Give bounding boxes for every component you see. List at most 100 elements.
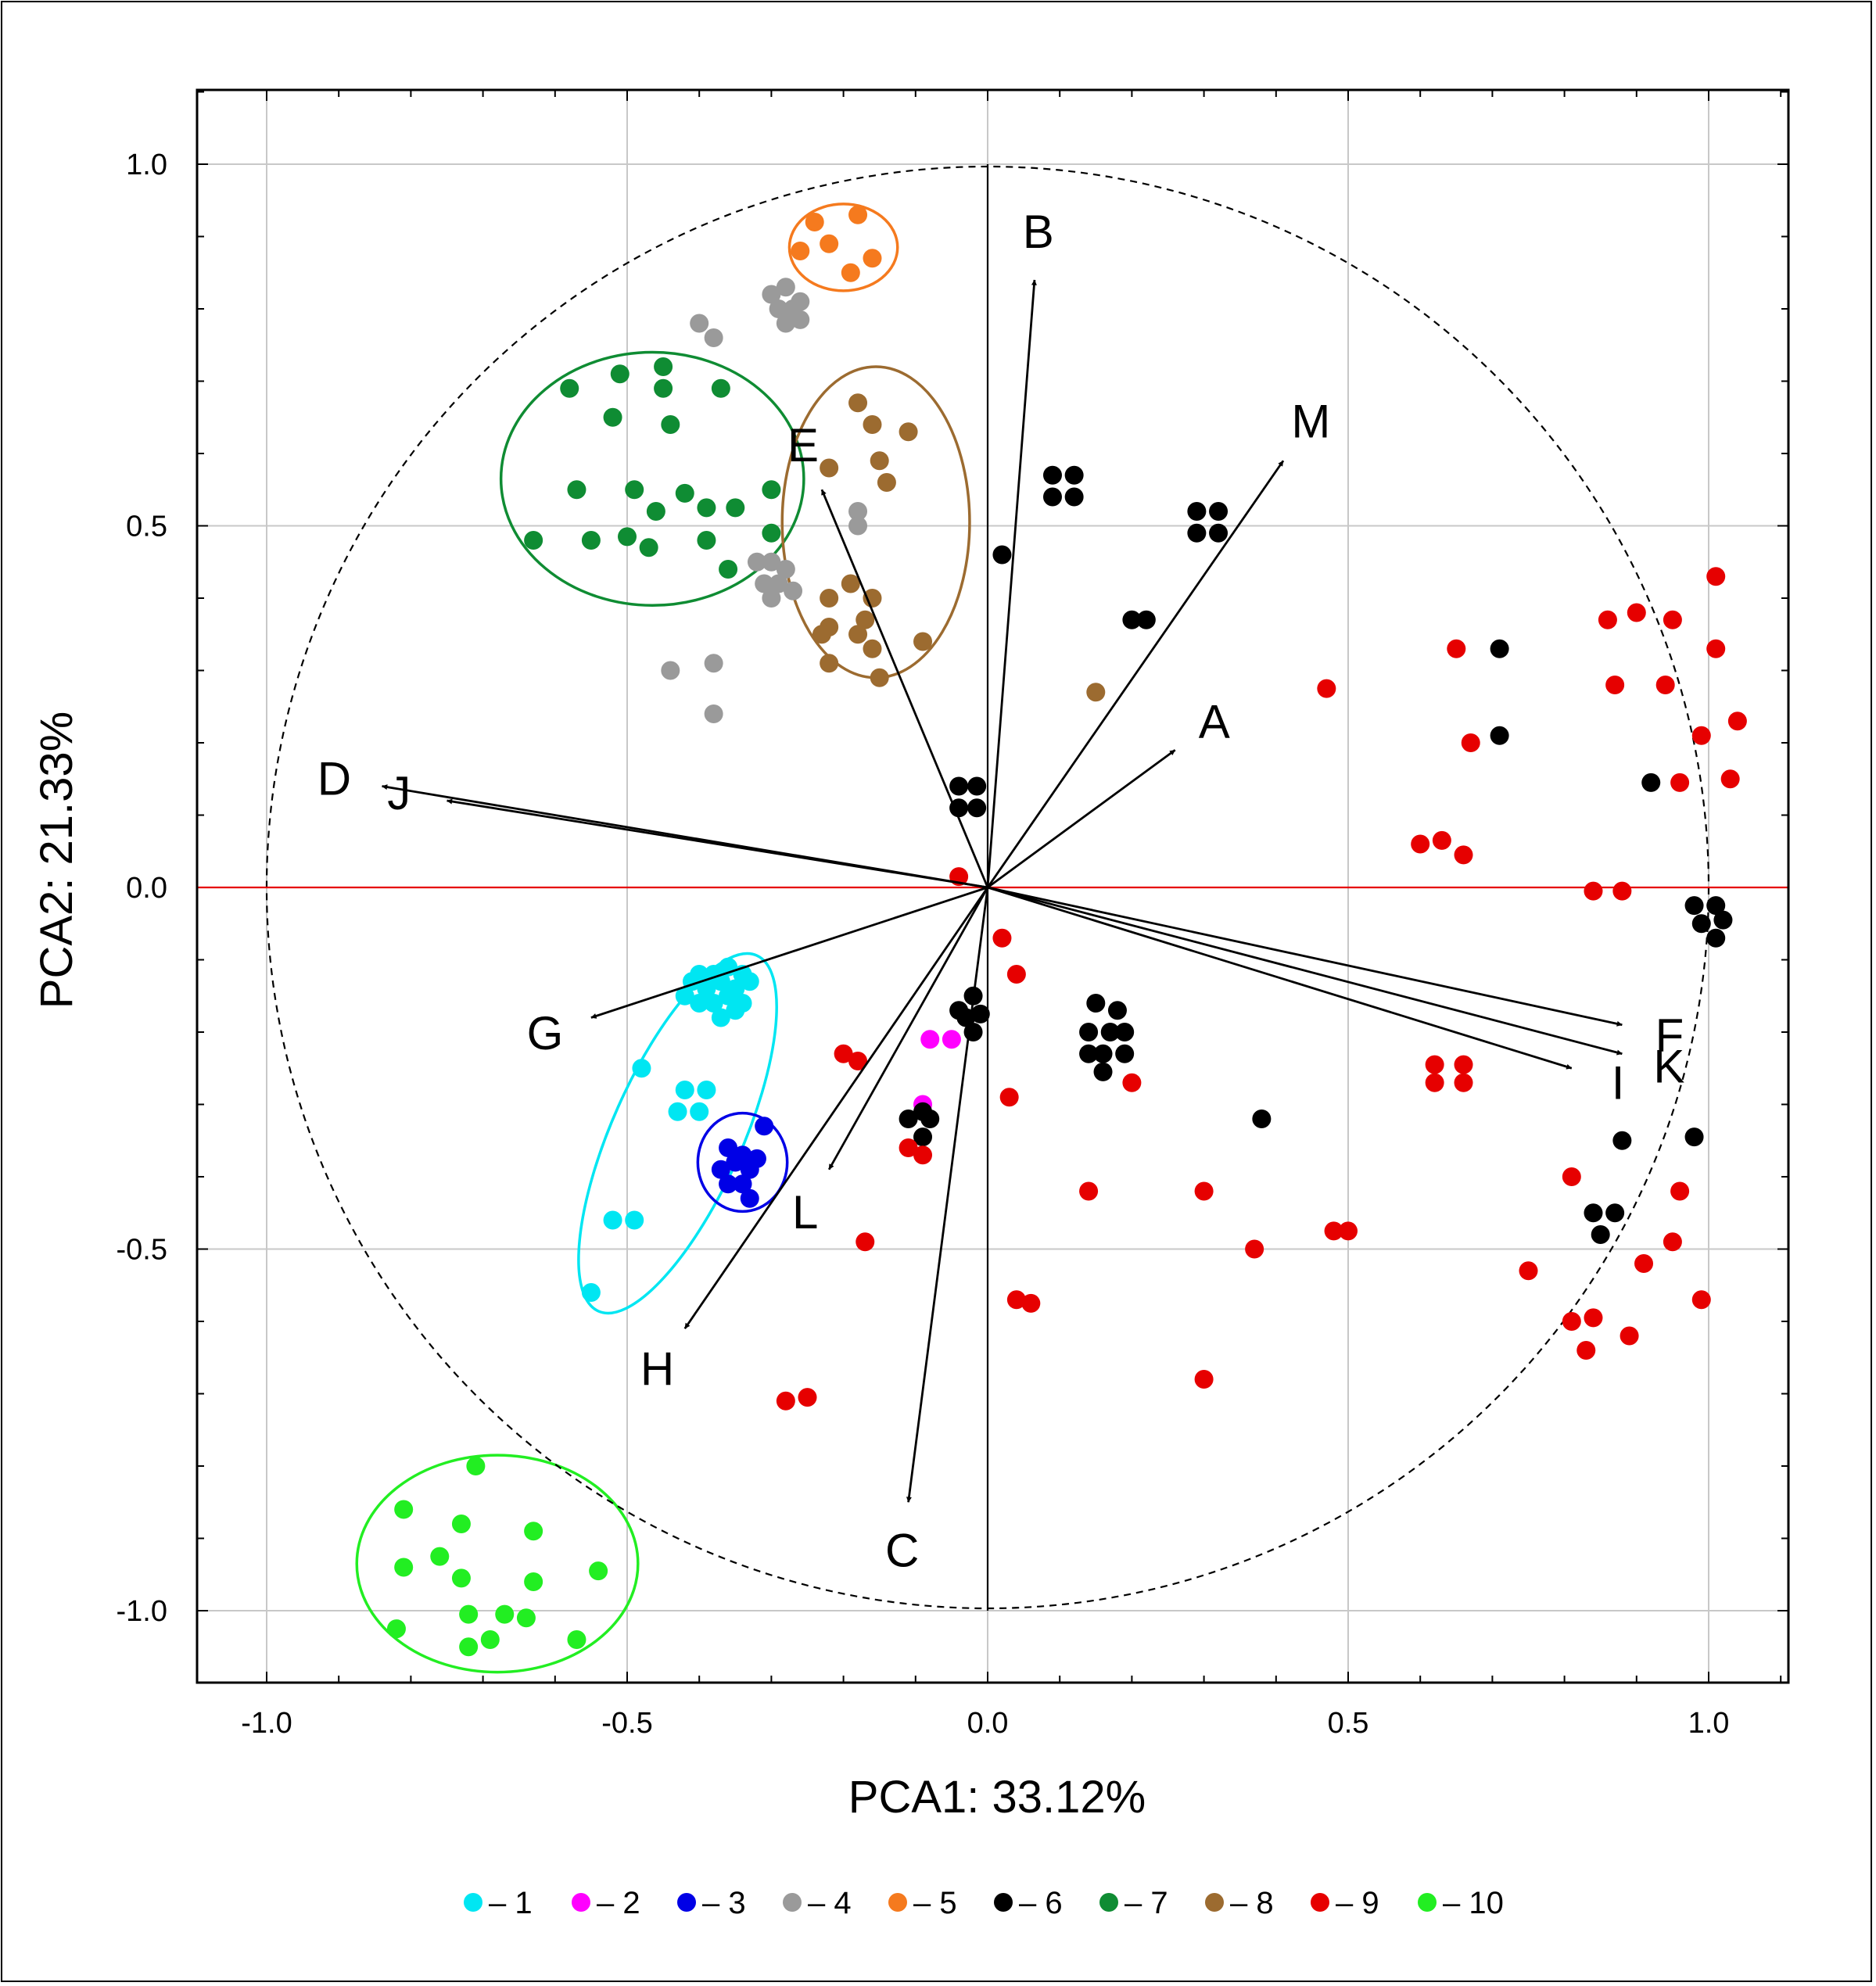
point-group-6 (1490, 726, 1509, 745)
point-group-9 (1663, 1232, 1682, 1252)
legend-marker-7 (1099, 1893, 1118, 1912)
vector-label-h: H (640, 1343, 674, 1395)
point-group-6 (913, 1127, 933, 1147)
point-group-7 (654, 357, 673, 376)
point-group-1 (690, 1102, 709, 1121)
point-group-6 (1136, 610, 1156, 629)
point-group-9 (1079, 1181, 1099, 1201)
point-group-3 (726, 1153, 745, 1172)
point-group-9 (848, 1052, 868, 1070)
legend-marker-3 (677, 1893, 696, 1912)
point-group-1 (632, 1059, 651, 1078)
point-group-6 (899, 1110, 918, 1128)
vector-m (986, 460, 1285, 888)
point-group-7 (654, 378, 673, 398)
point-group-4 (784, 307, 803, 326)
point-group-9 (1670, 1181, 1690, 1201)
point-group-9 (1194, 1181, 1214, 1201)
point-group-6 (967, 798, 987, 818)
point-group-3 (733, 1174, 752, 1194)
point-group-1 (697, 979, 716, 998)
point-group-9 (855, 1232, 875, 1252)
point-group-6 (1086, 994, 1106, 1013)
point-group-7 (625, 480, 644, 500)
point-group-6 (1187, 502, 1207, 521)
point-group-9 (999, 1088, 1019, 1107)
vector-label-d: D (317, 752, 351, 805)
point-group-7 (762, 480, 781, 500)
point-group-9 (1670, 773, 1690, 792)
point-group-6 (1187, 523, 1207, 543)
point-group-7 (618, 527, 637, 547)
legend-marker-8 (1205, 1893, 1224, 1912)
point-group-1 (726, 1001, 745, 1020)
point-group-9 (1324, 1221, 1343, 1241)
vector-label-g: G (527, 1007, 564, 1059)
point-group-10 (589, 1561, 608, 1581)
point-group-7 (719, 560, 738, 579)
point-group-8 (812, 625, 831, 644)
point-group-8 (870, 668, 889, 687)
point-group-8 (863, 589, 882, 608)
point-group-10 (567, 1630, 586, 1649)
legend-marker-2 (572, 1893, 590, 1912)
point-group-9 (1454, 1073, 1473, 1092)
point-group-4 (690, 314, 709, 333)
point-group-9 (1006, 965, 1026, 984)
vector-label-l: L (792, 1186, 818, 1239)
point-group-7 (560, 378, 579, 398)
point-group-9 (1706, 639, 1726, 658)
point-group-1 (675, 1081, 694, 1099)
point-group-9 (1627, 603, 1646, 622)
vector-a (987, 749, 1176, 889)
point-group-10 (430, 1547, 450, 1566)
point-group-6 (1079, 1044, 1099, 1063)
point-group-5 (805, 213, 824, 231)
point-group-10 (394, 1500, 414, 1519)
point-group-4 (762, 552, 781, 572)
point-group-6 (1064, 487, 1084, 507)
legend-marker-6 (994, 1893, 1013, 1912)
y-tick-label: -1.0 (117, 1595, 167, 1628)
point-group-6 (1591, 1225, 1610, 1244)
point-group-8 (913, 632, 933, 651)
point-group-1 (711, 1008, 730, 1027)
point-group-8 (899, 422, 918, 442)
point-group-9 (1425, 1055, 1444, 1074)
point-group-7 (697, 498, 716, 518)
point-group-4 (755, 574, 774, 593)
point-group-6 (1605, 1203, 1625, 1223)
point-group-6 (1209, 523, 1229, 543)
point-group-4 (776, 278, 795, 297)
point-group-6 (992, 545, 1012, 565)
vector-c (906, 887, 989, 1503)
y-tick-label: -0.5 (117, 1234, 167, 1267)
point-group-1 (668, 1102, 687, 1121)
axis-ticks (197, 90, 1788, 1683)
point-group-10 (386, 1619, 406, 1639)
point-group-9 (1727, 712, 1747, 731)
point-group-8 (820, 589, 839, 608)
point-group-4 (769, 574, 788, 593)
point-group-7 (675, 483, 694, 503)
vector-e (820, 489, 989, 888)
point-group-9 (1620, 1326, 1639, 1346)
point-group-6 (949, 798, 969, 818)
point-group-9 (1339, 1221, 1358, 1241)
point-group-9 (1720, 769, 1740, 789)
point-group-3 (740, 1160, 759, 1179)
x-axis-title: PCA1: 33.12% (848, 1772, 1146, 1823)
point-group-5 (791, 242, 810, 260)
point-group-10 (451, 1515, 471, 1533)
point-group-1 (690, 994, 709, 1013)
point-group-6 (1115, 1044, 1135, 1063)
point-group-6 (1713, 910, 1733, 930)
point-group-4 (776, 560, 795, 579)
point-group-1 (581, 1283, 601, 1302)
vector-label-c: C (885, 1525, 919, 1577)
point-group-10 (524, 1522, 543, 1541)
point-group-4 (848, 516, 868, 536)
y-tick-label: 1.0 (126, 149, 167, 181)
point-group-7 (711, 378, 730, 398)
point-group-9 (899, 1138, 918, 1157)
